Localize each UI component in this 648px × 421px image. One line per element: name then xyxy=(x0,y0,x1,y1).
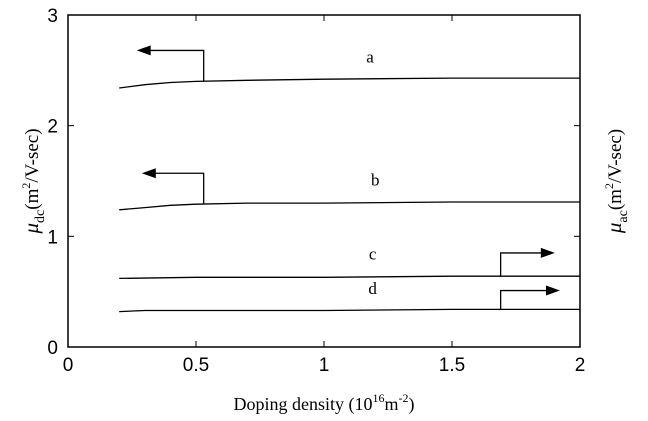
arrow-head-d xyxy=(545,285,560,296)
arrow-line-d xyxy=(499,289,557,310)
curve-label-b: b xyxy=(371,170,380,189)
x-tick-labels: 0 0.5 1 1.5 2 xyxy=(63,355,586,376)
arrow-head-b xyxy=(141,168,156,179)
curve-labels: a b cd xyxy=(366,48,379,298)
series-line-b xyxy=(119,201,580,211)
x-axis-label-sup2: -2 xyxy=(399,391,409,405)
y-tick-label: 1 xyxy=(47,227,58,248)
y-axis-label-left: μdc(m2/V-sec) xyxy=(19,128,48,234)
x-tick-label: 1.5 xyxy=(439,355,465,376)
y-tick-label: 3 xyxy=(47,6,58,27)
arrow-line-a xyxy=(139,49,205,82)
x-axis-label-mid: m xyxy=(384,394,398,414)
curve-label-a: a xyxy=(366,48,374,67)
x-tick-label: 0.5 xyxy=(183,355,209,376)
y-tick-label: 2 xyxy=(47,117,58,138)
y-right-mu: μ xyxy=(602,223,626,235)
axis-arrows xyxy=(136,45,560,310)
arrow-head-c xyxy=(540,247,555,258)
x-axis-label: Doping density (1016m-2) xyxy=(233,391,414,415)
x-axis-label-text: Doping density (10 xyxy=(233,394,372,415)
axis-ticks xyxy=(67,14,581,348)
y-left-open: (m xyxy=(22,188,43,209)
y-tick-label: 0 xyxy=(47,338,58,359)
y-tick-labels: 0 1 2 3 xyxy=(47,6,58,359)
x-tick-label: 2 xyxy=(575,355,586,376)
y-left-unit: /V-sec) xyxy=(22,128,43,182)
arrow-head-a xyxy=(136,45,151,56)
series-line-d xyxy=(119,308,580,313)
y-left-sup: 2 xyxy=(19,183,33,189)
x-tick-label: 1 xyxy=(319,355,330,376)
y-right-sup: 2 xyxy=(602,183,616,189)
y-right-sub: ac xyxy=(616,210,631,222)
x-tick-label: 0 xyxy=(63,355,74,376)
curve-label-c: c xyxy=(369,245,377,264)
y-left-mu: μ xyxy=(19,223,43,235)
y-right-unit: /V-sec) xyxy=(605,129,626,183)
series-line-a xyxy=(119,77,580,89)
data-series xyxy=(119,77,580,313)
y-left-sub: dc xyxy=(33,210,48,223)
plot-area-frame xyxy=(67,14,581,348)
y-right-open: (m xyxy=(605,189,626,210)
arrow-line-c xyxy=(499,252,552,277)
arrow-line-b xyxy=(144,172,205,205)
curve-label-d: d xyxy=(368,279,377,298)
y-axis-label-right: μac(m2/V-sec) xyxy=(602,129,631,234)
series-line-c xyxy=(119,275,580,280)
x-axis-label-sup1: 16 xyxy=(372,391,384,405)
x-axis-label-end: ) xyxy=(409,394,415,415)
